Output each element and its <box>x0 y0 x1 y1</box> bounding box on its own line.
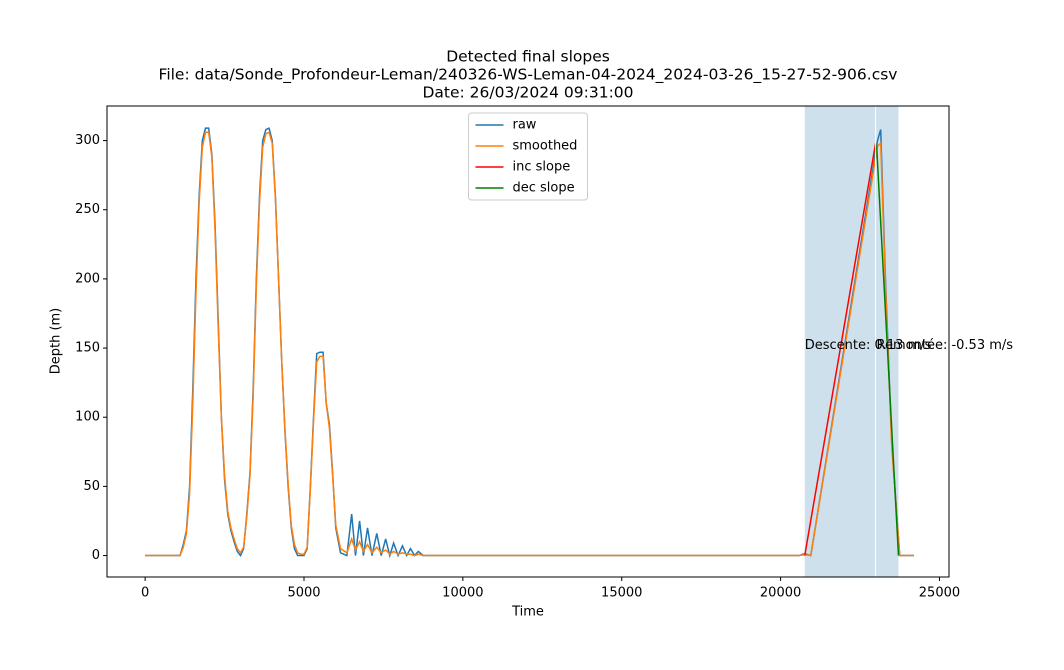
chart-subtitle: File: data/Sonde_Profondeur-Leman/240326… <box>159 66 898 85</box>
y-tick-label: 200 <box>75 271 100 286</box>
y-tick-label: 150 <box>75 341 100 356</box>
annotation: Remontée: -0.53 m/s <box>877 338 1014 353</box>
x-axis-label: Time <box>511 605 544 620</box>
y-tick-label: 250 <box>75 202 100 217</box>
x-tick-label: 15000 <box>601 586 642 601</box>
chart-title: Detected final slopes <box>446 48 610 66</box>
annotation: Descente: 0.13 m/s <box>805 338 932 353</box>
legend: raw smoothed inc slope dec slope <box>468 112 588 201</box>
x-tick-label: 25000 <box>919 586 960 601</box>
legend-box <box>468 112 588 201</box>
legend-label: smoothed <box>513 139 578 154</box>
y-tick-label: 0 <box>92 548 100 563</box>
x-tick-label: 0 <box>141 586 149 601</box>
data-line <box>804 143 877 556</box>
data-line <box>145 131 915 557</box>
legend-label: raw <box>513 118 537 133</box>
y-tick-label: 300 <box>75 133 100 148</box>
x-tick-label: 20000 <box>760 586 801 601</box>
y-tick-label: 50 <box>83 479 100 494</box>
x-tick-label: 5000 <box>287 586 320 601</box>
legend-label: inc slope <box>513 160 571 175</box>
axes-frame <box>106 105 950 578</box>
y-tick-label: 100 <box>75 410 100 425</box>
x-tick-label: 10000 <box>442 586 483 601</box>
chart-subtitle: Date: 26/03/2024 09:31:00 <box>422 84 633 102</box>
y-axis-label: Depth (m) <box>49 308 64 375</box>
legend-label: dec slope <box>513 181 575 196</box>
data-line <box>875 144 900 556</box>
